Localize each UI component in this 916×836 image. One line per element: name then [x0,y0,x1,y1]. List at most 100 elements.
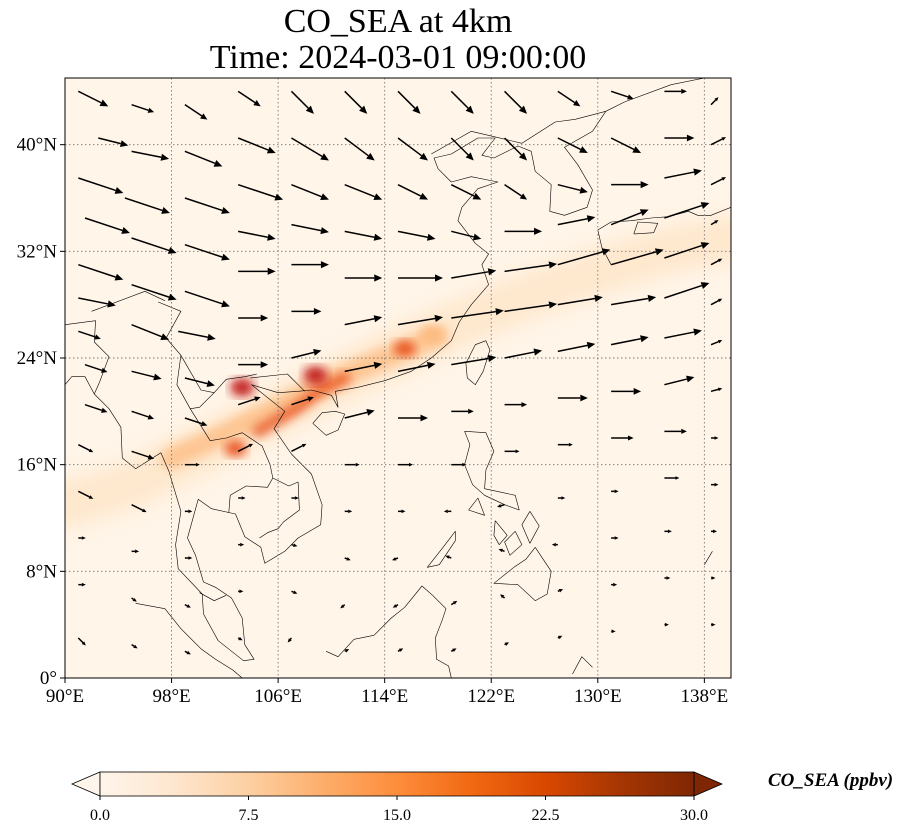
wind-arrow [557,215,596,226]
coastline-segment [572,656,593,675]
wind-arrow [184,243,230,261]
coastline-segment [312,411,345,436]
wind-arrow [664,622,669,627]
wind-arrow [131,410,155,420]
wind-arrow [664,168,702,179]
wind-arrow [711,436,719,440]
wind-arrow [504,184,528,200]
lon-tick-label: 90°E [46,686,84,707]
wind-arrow [184,197,230,214]
wind-arrow [611,489,619,494]
wind-arrow [344,137,375,161]
hotspot-high [224,440,247,457]
colorbar-tick-label: 0.0 [90,807,110,824]
lon-tick-label: 122°E [467,686,515,707]
wind-arrow [178,330,216,341]
wind-arrow [711,576,716,580]
lon-tick-label: 98°E [152,686,190,707]
wind-arrow [291,307,322,315]
wind-arrow [610,137,642,153]
wind-arrow [711,529,718,534]
wind-arrow [664,576,671,580]
wind-arrow [504,90,528,114]
concentration-field [65,215,731,528]
wind-arrow [397,648,404,652]
wind-arrow [504,301,558,313]
wind-arrow [711,482,719,487]
wind-arrow [131,103,155,113]
wind-arrow [398,509,406,514]
lat-tick-label: 40°N [17,135,58,156]
wind-arrow [78,536,86,540]
wind-arrow [710,387,723,393]
wind-arrow [291,349,322,359]
wind-arrow [344,274,383,282]
wind-arrow [451,268,497,279]
wind-arrow [664,88,687,94]
wind-arrow [611,536,619,540]
wind-arrow [710,220,719,226]
wind-arrow [291,396,314,406]
coastline-segment [597,207,731,265]
wind-arrow [238,314,269,322]
wind-arrow [291,137,329,161]
wind-arrow [291,183,329,201]
wind-arrow [397,137,428,161]
wind-arrow [131,370,162,381]
wind-vectors [77,88,727,655]
lat-tick-label: 8°N [26,561,57,582]
wind-arrow [551,542,558,547]
wind-arrow [131,150,170,161]
wind-arrow [237,396,261,406]
wind-arrow [504,348,543,359]
wind-arrow [131,597,137,602]
colorbar-ticks: 0.0 7.5 15.0 22.5 30.0 [90,796,708,824]
colorbar-tick-label: 22.5 [532,807,560,824]
wind-arrow [291,443,307,453]
wind-arrow [184,650,191,655]
wind-arrow [238,542,245,547]
lat-tick-label: 16°N [17,455,58,476]
wind-arrow [184,509,193,514]
wind-arrow [237,137,276,154]
coastline-segment [431,111,606,155]
wind-arrow [238,230,276,241]
wind-arrow [237,443,254,453]
coastline-segment [468,497,485,516]
wind-arrow [291,543,298,547]
colorbar: 0.0 7.5 15.0 22.5 30.0 [70,771,724,824]
wind-arrow [238,496,246,500]
wind-arrow [557,442,573,447]
wind-arrow [610,335,649,346]
wind-arrow [611,435,634,441]
wind-arrow [78,297,116,308]
wind-arrow [610,209,649,226]
wind-arrow [184,556,193,560]
wind-arrow [450,600,458,606]
wind-arrow [184,377,215,387]
wind-arrow [131,283,177,301]
longitude-ticks: 90°E 98°E 106°E 114°E 122°E 130°E 138°E [46,678,728,707]
wind-arrow [504,227,543,235]
colorbar-tick-label: 15.0 [383,807,411,824]
wind-arrow [664,328,702,339]
wind-arrow [238,267,276,275]
wind-arrow [77,443,94,453]
wind-arrow [451,462,467,467]
wind-arrow [710,97,719,106]
wind-arrow [451,230,482,241]
wind-arrow [340,604,346,609]
coastline-segment [250,373,306,392]
wind-arrow [78,263,124,281]
wind-arrow [710,258,723,266]
coastline-segment [199,592,227,601]
hotspot-mid [420,326,443,342]
wind-arrow [238,361,269,369]
wind-arrow [344,462,360,467]
colorbar-under-arrow [70,771,101,797]
wind-arrow [504,402,528,408]
lat-tick-label: 0° [40,668,57,689]
wind-arrow [711,622,716,627]
wind-arrow [84,217,130,234]
wind-arrow [78,330,101,340]
